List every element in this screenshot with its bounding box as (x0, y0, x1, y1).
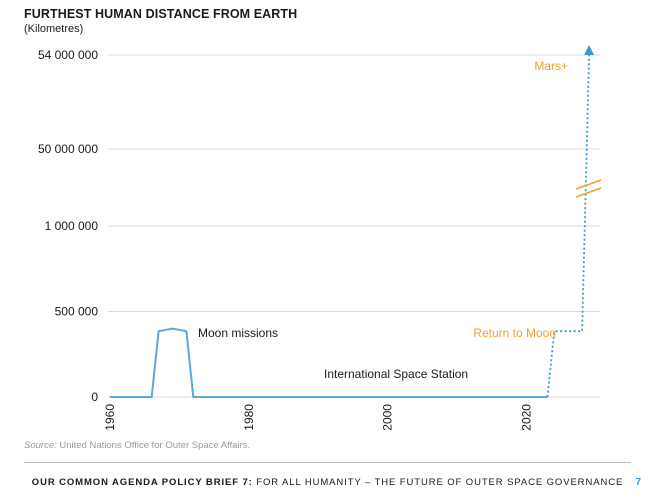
y-tick-label: 0 (91, 390, 98, 404)
source-label: Source: (24, 440, 57, 451)
chart: 0 500 000 1 000 000 50 000 000 54 000 000 19… (38, 45, 602, 431)
chart-subtitle: (Kilometres) (24, 23, 84, 35)
annotation-return-to-moon: Return to Moon (473, 326, 556, 340)
y-tick-label: 54 000 000 (38, 48, 98, 62)
annotation-iss: International Space Station (324, 367, 468, 381)
annotation-moon-missions: Moon missions (198, 326, 278, 340)
y-tick-label: 500 000 (55, 305, 99, 319)
x-tick-label: 2000 (381, 404, 395, 431)
projected-series-line (546, 54, 590, 398)
x-tick-label: 2020 (520, 404, 534, 431)
page-number: 7 (635, 477, 641, 488)
axis-break-mark (575, 187, 602, 198)
arrow-head-icon (584, 45, 595, 55)
x-tick-label: 1960 (103, 404, 117, 431)
source-text: United Nations Office for Outer Space Af… (59, 440, 251, 451)
y-tick-label: 50 000 000 (38, 142, 98, 156)
chart-title: FURTHEST HUMAN DISTANCE FROM EARTH (24, 7, 298, 21)
x-tick-label: 1980 (242, 404, 256, 431)
footer-rest: FOR ALL HUMANITY – THE FUTURE OF OUTER S… (256, 477, 624, 488)
footer-bold: OUR COMMON AGENDA POLICY BRIEF 7: (31, 477, 253, 488)
footer-divider (24, 462, 631, 463)
historical-series-line (110, 327, 548, 398)
source-note: Source: United Nations Office for Outer … (24, 440, 250, 451)
annotation-mars: Mars+ (534, 59, 568, 73)
y-tick-label: 1 000 000 (45, 219, 99, 233)
footer: OUR COMMON AGENDA POLICY BRIEF 7: FOR AL… (0, 477, 655, 488)
axis-break-mark (575, 179, 602, 190)
